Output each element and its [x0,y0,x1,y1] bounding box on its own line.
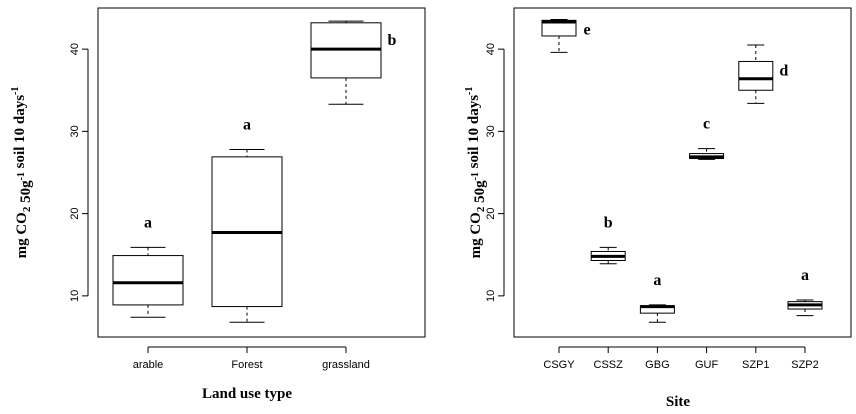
significance-letter: d [779,62,788,79]
x-tick-label: GBG [645,359,669,371]
box-CSSZ [590,246,626,265]
box-iqr [738,60,774,91]
box-Forest [211,148,283,323]
plot-frame [97,7,426,338]
significance-letter: b [604,214,613,231]
y-tick-label: 20 [485,208,497,220]
box-SZP2 [787,299,823,317]
x-tick-label: GUF [695,359,719,371]
significance-letter: a [144,214,152,231]
significance-letter: a [801,267,809,284]
y-tick-label: 40 [485,43,497,55]
significance-letter: a [653,272,661,289]
y-tick-label: 20 [69,208,81,220]
y-tick-label: 10 [69,290,81,302]
x-tick-label: arable [133,359,164,371]
box-CSGY [541,19,577,53]
x-tick-label: CSGY [543,359,575,371]
x-tick-label: Forest [231,359,262,371]
significance-letter: b [388,32,397,49]
box-SZP1 [738,44,774,104]
significance-letter: c [703,116,710,133]
y-tick-label: 10 [485,290,497,302]
panel-1: 10 20 30 40 arable Forest grassland a a b Land use… [10,7,426,402]
x-tick-label: SZP2 [791,359,819,371]
y-axis-title: mg CO2 50g-1 soil 10 days-1 [10,87,34,259]
y-axis-title: mg CO2 50g-1 soil 10 days-1 [464,87,488,259]
box-iqr [541,19,577,37]
box-iqr [112,255,184,306]
x-tick-label: SZP1 [742,359,770,371]
panel-2: 10 20 30 40 CSGY CSSZ GBG GUF SZP1 SZP2 e b a c d a Site… [464,7,852,410]
x-tick-label: grassland [322,359,370,371]
box-GUF [689,148,725,160]
significance-letter: e [583,21,590,38]
box-GBG [639,304,675,323]
box-grassland [310,20,382,105]
y-tick-label: 40 [69,43,81,55]
significance-letter: a [243,116,251,133]
x-axis-title: Site [666,394,691,410]
box-arable [112,246,184,318]
x-tick-label: CSSZ [594,359,624,371]
plot-frame [513,7,852,338]
x-axis-title: Land use type [202,386,292,402]
y-tick-label: 30 [485,125,497,137]
y-tick-label: 30 [69,125,81,137]
